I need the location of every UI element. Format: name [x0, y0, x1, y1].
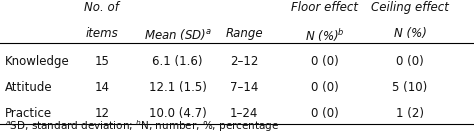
Text: 12.1 (1.5): 12.1 (1.5)	[149, 81, 207, 94]
Text: Mean (SD)$^{a}$: Mean (SD)$^{a}$	[144, 27, 212, 42]
Text: Knowledge: Knowledge	[5, 55, 70, 68]
Text: 7–14: 7–14	[230, 81, 258, 94]
Text: Ceiling effect: Ceiling effect	[371, 1, 449, 14]
Text: 2–12: 2–12	[230, 55, 258, 68]
Text: 14: 14	[94, 81, 109, 94]
Text: 12: 12	[94, 107, 109, 120]
Text: N (%)$^{b}$: N (%)$^{b}$	[305, 27, 345, 44]
Text: 15: 15	[94, 55, 109, 68]
Text: 0 (0): 0 (0)	[396, 55, 424, 68]
Text: Practice: Practice	[5, 107, 52, 120]
Text: No. of: No. of	[84, 1, 119, 14]
Text: $^{a}$SD, standard deviation; $^{b}$N, number, %, percentage: $^{a}$SD, standard deviation; $^{b}$N, n…	[5, 118, 279, 134]
Text: 1–24: 1–24	[230, 107, 258, 120]
Text: items: items	[85, 27, 118, 40]
Text: 6.1 (1.6): 6.1 (1.6)	[153, 55, 203, 68]
Text: 0 (0): 0 (0)	[311, 55, 338, 68]
Text: 0 (0): 0 (0)	[311, 81, 338, 94]
Text: N (%): N (%)	[393, 27, 427, 40]
Text: 1 (2): 1 (2)	[396, 107, 424, 120]
Text: Floor effect: Floor effect	[291, 1, 358, 14]
Text: Attitude: Attitude	[5, 81, 52, 94]
Text: Range: Range	[225, 27, 263, 40]
Text: 5 (10): 5 (10)	[392, 81, 428, 94]
Text: 10.0 (4.7): 10.0 (4.7)	[149, 107, 207, 120]
Text: 0 (0): 0 (0)	[311, 107, 338, 120]
